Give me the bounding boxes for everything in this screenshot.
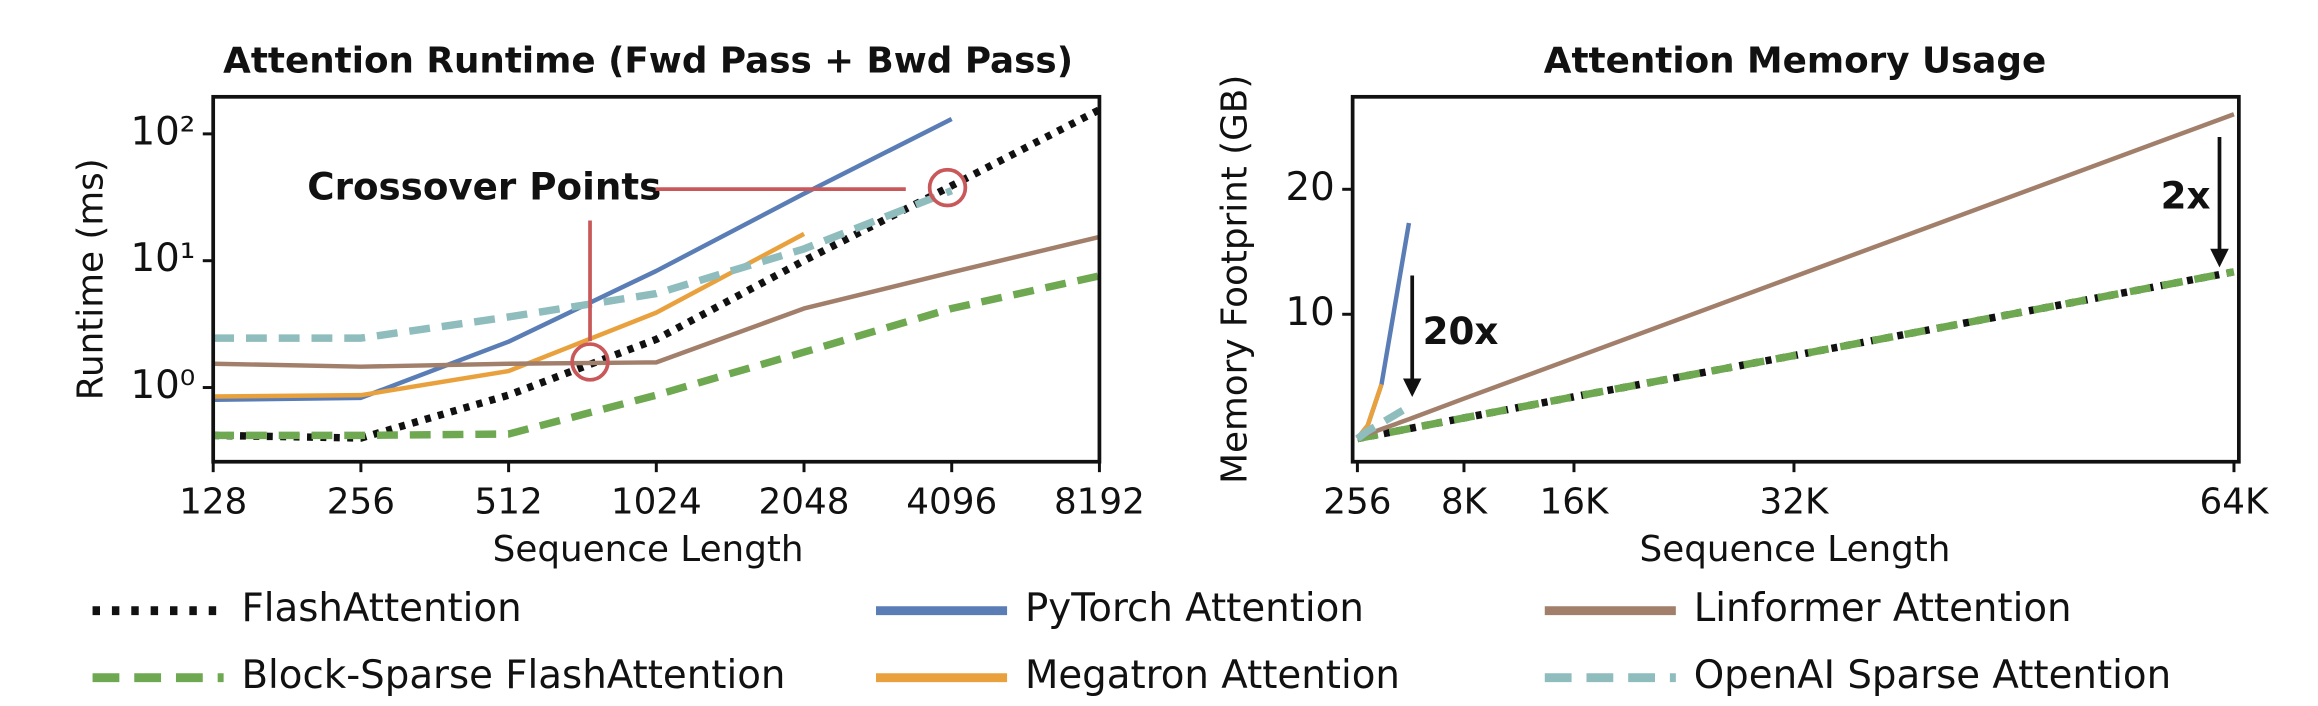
series-line xyxy=(1356,268,2235,443)
x-tick-label: 1024 xyxy=(611,481,702,522)
series-line xyxy=(1356,112,2235,441)
plot-lines xyxy=(1355,112,2235,443)
x-tick-label: 256 xyxy=(327,481,395,522)
legend-label: Linformer Attention xyxy=(1694,586,2072,631)
y-tick-label: 10² xyxy=(131,109,196,154)
y-axis-label: Memory Footprint (GB) xyxy=(1214,75,1255,484)
series-line xyxy=(213,106,1100,442)
crossover-circle xyxy=(570,342,610,382)
chart-title: Attention Memory Usage xyxy=(1544,41,2046,82)
y-tick-label: 10 xyxy=(1285,290,1334,335)
annotation: Crossover Points xyxy=(307,165,661,209)
y-axis-label: Runtime (ms) xyxy=(71,158,112,400)
legend-label: Block-Sparse FlashAttention xyxy=(241,653,785,698)
chart-title: Attention Runtime (Fwd Pass + Bwd Pass) xyxy=(223,41,1073,82)
legend-label: OpenAI Sparse Attention xyxy=(1694,653,2171,698)
series-line xyxy=(1355,222,1412,440)
x-tick-label: 32K xyxy=(1760,481,1830,522)
x-tick-label: 4096 xyxy=(906,481,997,522)
plot-lines xyxy=(213,106,1100,442)
legend-label: PyTorch Attention xyxy=(1025,586,1364,631)
y-tick-label: 10¹ xyxy=(131,236,196,281)
x-tick-label: 256 xyxy=(1323,481,1391,522)
axes-frame xyxy=(1350,94,2241,464)
series-line xyxy=(213,187,954,342)
series-line xyxy=(213,117,953,403)
crossover-circle xyxy=(927,167,968,208)
annotation: 20x xyxy=(1423,309,1499,353)
x-axis-label: Sequence Length xyxy=(1640,529,1951,570)
x-tick-label: 2048 xyxy=(759,481,850,522)
legend-label: Megatron Attention xyxy=(1025,653,1400,698)
x-tick-label: 8K xyxy=(1441,481,1489,522)
y-tick-label: 20 xyxy=(1285,165,1334,210)
x-tick-label: 512 xyxy=(474,481,542,522)
series-line xyxy=(213,234,1100,369)
y-tick-label: 10⁰ xyxy=(131,363,196,408)
x-tick-label: 64K xyxy=(2200,481,2270,522)
series-line xyxy=(1355,403,1411,442)
annotation: 2x xyxy=(2161,174,2211,218)
legend-label: FlashAttention xyxy=(241,586,521,631)
x-tick-label: 128 xyxy=(179,481,247,522)
x-axis-label: Sequence Length xyxy=(493,529,804,570)
axes-frame xyxy=(211,94,1102,464)
x-tick-label: 8192 xyxy=(1054,481,1145,522)
series-line xyxy=(213,272,1100,440)
series-line xyxy=(213,231,806,399)
x-tick-label: 16K xyxy=(1540,481,1610,522)
